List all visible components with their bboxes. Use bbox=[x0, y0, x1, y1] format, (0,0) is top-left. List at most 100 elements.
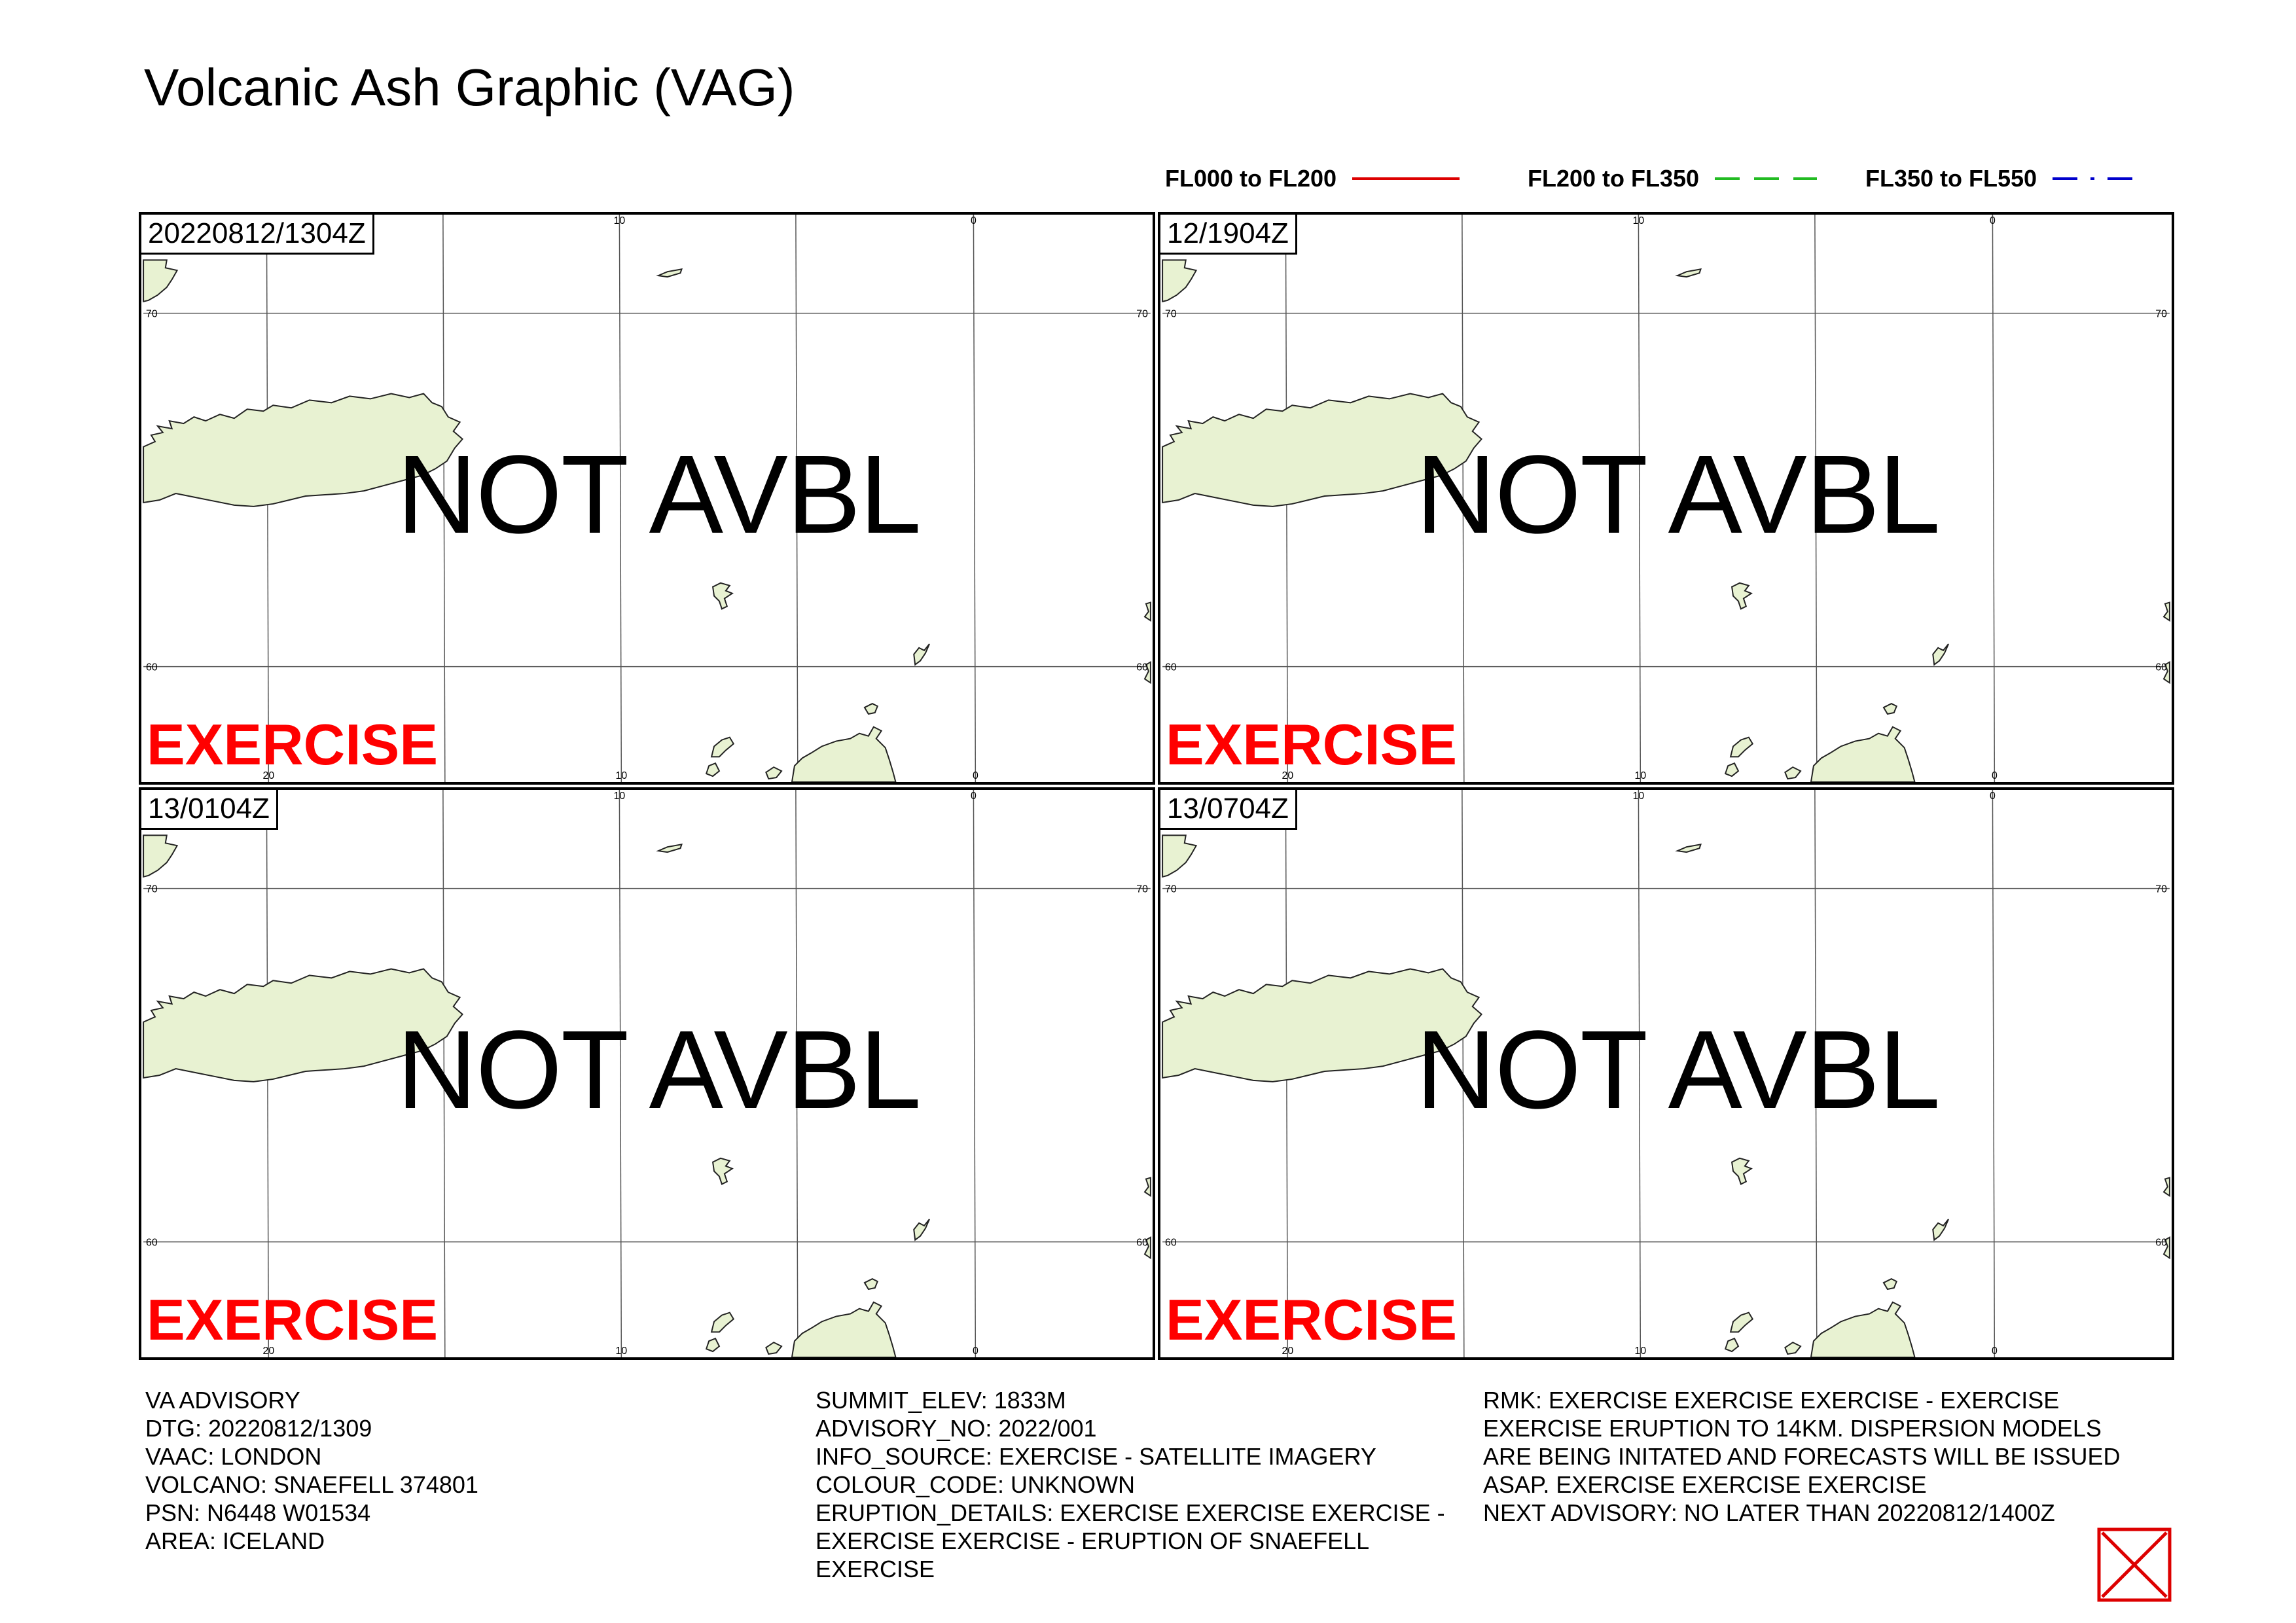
lat-tick-label-right: 70 bbox=[2155, 884, 2167, 895]
lon-tick-label-top: 10 bbox=[614, 791, 626, 802]
hebrides-land bbox=[705, 762, 721, 777]
greenland-land bbox=[143, 259, 179, 303]
hebrides-land bbox=[1724, 1338, 1740, 1353]
lat-tick-label-left: 70 bbox=[1165, 309, 1177, 320]
norway-coast-land bbox=[1143, 601, 1151, 622]
lon-tick-label-bottom: 10 bbox=[1635, 1346, 1647, 1357]
advisory-line: RMK: EXERCISE EXERCISE EXERCISE - EXERCI… bbox=[1483, 1387, 2060, 1414]
legend: FL000 to FL200 FL200 to FL350 FL350 to F… bbox=[1165, 162, 2186, 195]
hebrides-land bbox=[710, 736, 735, 758]
lat-tick-label-right: 60 bbox=[2155, 1238, 2167, 1249]
lon-tick-label-top: 10 bbox=[1633, 215, 1645, 226]
hebrides-land bbox=[710, 1311, 735, 1333]
shetland-land bbox=[1932, 643, 1949, 666]
longitude-line bbox=[1992, 215, 1996, 782]
faroe-islands-land bbox=[1731, 582, 1753, 610]
legend-label: FL200 to FL350 bbox=[1528, 165, 1700, 192]
lat-tick-label-left: 60 bbox=[1165, 1238, 1177, 1249]
graticule bbox=[143, 790, 1151, 1357]
longitude-line bbox=[795, 215, 798, 782]
scotland-land bbox=[1810, 1301, 1916, 1357]
longitude-line bbox=[1814, 215, 1818, 782]
lon-tick-label-top: 0 bbox=[971, 215, 977, 226]
lat-tick-label-left: 60 bbox=[1165, 662, 1177, 673]
lon-tick-label-bottom: 0 bbox=[973, 770, 978, 781]
legend-item-fl200-fl350: FL200 to FL350 bbox=[1528, 162, 1818, 195]
hebrides-land bbox=[1724, 762, 1740, 777]
orkney-land bbox=[1882, 702, 1898, 715]
map-panel-2: 10 0 20 10 0 70 60 70 60 12/1904Z NOT AVBL EXERC… bbox=[1158, 212, 2174, 785]
lat-tick-label-right: 70 bbox=[1136, 884, 1148, 895]
longitude-line bbox=[1462, 790, 1465, 1357]
status-not-available: NOT AVBL bbox=[397, 433, 922, 557]
advisory-line: EXERCISE bbox=[816, 1556, 935, 1582]
lat-tick-label-right: 60 bbox=[1136, 662, 1148, 673]
norway-coast-land bbox=[2162, 660, 2170, 685]
longitude-line bbox=[795, 790, 798, 1357]
advisory-line: ASAP. EXERCISE EXERCISE EXERCISE bbox=[1483, 1471, 1927, 1498]
shetland-land bbox=[913, 1219, 930, 1241]
west-isles-land bbox=[1784, 1342, 1802, 1355]
timestamp-label: 13/0104Z bbox=[141, 790, 278, 830]
longitude-line bbox=[973, 790, 977, 1357]
norway-coast-land bbox=[1143, 660, 1151, 685]
lat-tick-label-left: 70 bbox=[1165, 884, 1177, 895]
longitude-line bbox=[1638, 215, 1641, 782]
red-cross-box-icon bbox=[2097, 1527, 2172, 1602]
lon-tick-label-bottom: 10 bbox=[1635, 770, 1647, 781]
legend-label: FL350 to FL550 bbox=[1865, 165, 2037, 192]
lon-tick-label-bottom: 20 bbox=[1282, 770, 1294, 781]
lon-tick-label-bottom: 0 bbox=[973, 1346, 978, 1357]
advisory-line: SUMMIT_ELEV: 1833M bbox=[816, 1387, 1066, 1414]
greenland-land bbox=[1162, 834, 1198, 878]
norway-coast-land bbox=[1143, 1236, 1151, 1260]
lat-tick-label-left: 60 bbox=[146, 662, 158, 673]
timestamp-label: 20220812/1304Z bbox=[141, 215, 374, 255]
iceland-land bbox=[143, 393, 463, 507]
map-panel-1: 10 0 20 10 0 70 60 70 60 20220812/1304Z NOT AVBL… bbox=[139, 212, 1155, 785]
status-not-available: NOT AVBL bbox=[1416, 433, 1941, 557]
longitude-line bbox=[1638, 790, 1641, 1357]
lat-tick-label-right: 60 bbox=[1136, 1238, 1148, 1249]
iceland-land bbox=[143, 968, 463, 1082]
exercise-watermark: EXERCISE bbox=[147, 712, 439, 777]
advisory-line: ARE BEING INITATED AND FORECASTS WILL BE… bbox=[1483, 1443, 2121, 1470]
lat-tick-label-left: 70 bbox=[146, 309, 158, 320]
lon-tick-label-top: 10 bbox=[1633, 791, 1645, 802]
legend-item-fl000-fl200: FL000 to FL200 bbox=[1165, 162, 1460, 195]
scotland-land bbox=[791, 1301, 897, 1357]
advisory-line: VA ADVISORY bbox=[145, 1387, 300, 1414]
lon-tick-label-bottom: 10 bbox=[616, 1346, 628, 1357]
iceland-land bbox=[1162, 393, 1482, 507]
advisory-line: VAAC: LONDON bbox=[145, 1443, 322, 1470]
advisory-column-3: RMK: EXERCISE EXERCISE EXERCISE - EXERCI… bbox=[1483, 1386, 2121, 1527]
status-not-available: NOT AVBL bbox=[397, 1008, 922, 1132]
exercise-watermark: EXERCISE bbox=[1166, 1287, 1458, 1352]
advisory-column-2: SUMMIT_ELEV: 1833M ADVISORY_NO: 2022/001… bbox=[816, 1386, 1445, 1583]
shetland-land bbox=[1932, 1219, 1949, 1241]
lon-tick-label-bottom: 0 bbox=[1992, 1346, 1998, 1357]
lat-tick-label-left: 70 bbox=[146, 884, 158, 895]
faroe-islands-land bbox=[1731, 1157, 1753, 1185]
scotland-land bbox=[791, 726, 897, 782]
lon-tick-label-bottom: 10 bbox=[616, 770, 628, 781]
longitude-line bbox=[619, 790, 622, 1357]
lon-tick-label-top: 0 bbox=[971, 791, 977, 802]
jan-mayen-land bbox=[656, 268, 683, 278]
status-not-available: NOT AVBL bbox=[1416, 1008, 1941, 1132]
map-canvas: 10 0 20 10 0 70 60 70 60 bbox=[1162, 790, 2170, 1357]
west-isles-land bbox=[1784, 766, 1802, 780]
norway-coast-land bbox=[2162, 1177, 2170, 1198]
lon-tick-label-bottom: 0 bbox=[1992, 770, 1998, 781]
longitude-line bbox=[1814, 790, 1818, 1357]
lat-tick-label-right: 60 bbox=[2155, 662, 2167, 673]
advisory-line: COLOUR_CODE: UNKNOWN bbox=[816, 1471, 1136, 1498]
advisory-column-1: VA ADVISORY DTG: 20220812/1309 VAAC: LON… bbox=[145, 1386, 478, 1555]
lat-tick-label-left: 60 bbox=[146, 1238, 158, 1249]
lon-tick-label-bottom: 20 bbox=[263, 1346, 275, 1357]
iceland-land bbox=[1162, 968, 1482, 1082]
advisory-line: EXERCISE EXERCISE - ERUPTION OF SNAEFELL bbox=[816, 1527, 1370, 1554]
lon-tick-label-top: 0 bbox=[1990, 215, 1996, 226]
longitude-line bbox=[442, 790, 446, 1357]
lat-tick-label-right: 70 bbox=[1136, 309, 1148, 320]
